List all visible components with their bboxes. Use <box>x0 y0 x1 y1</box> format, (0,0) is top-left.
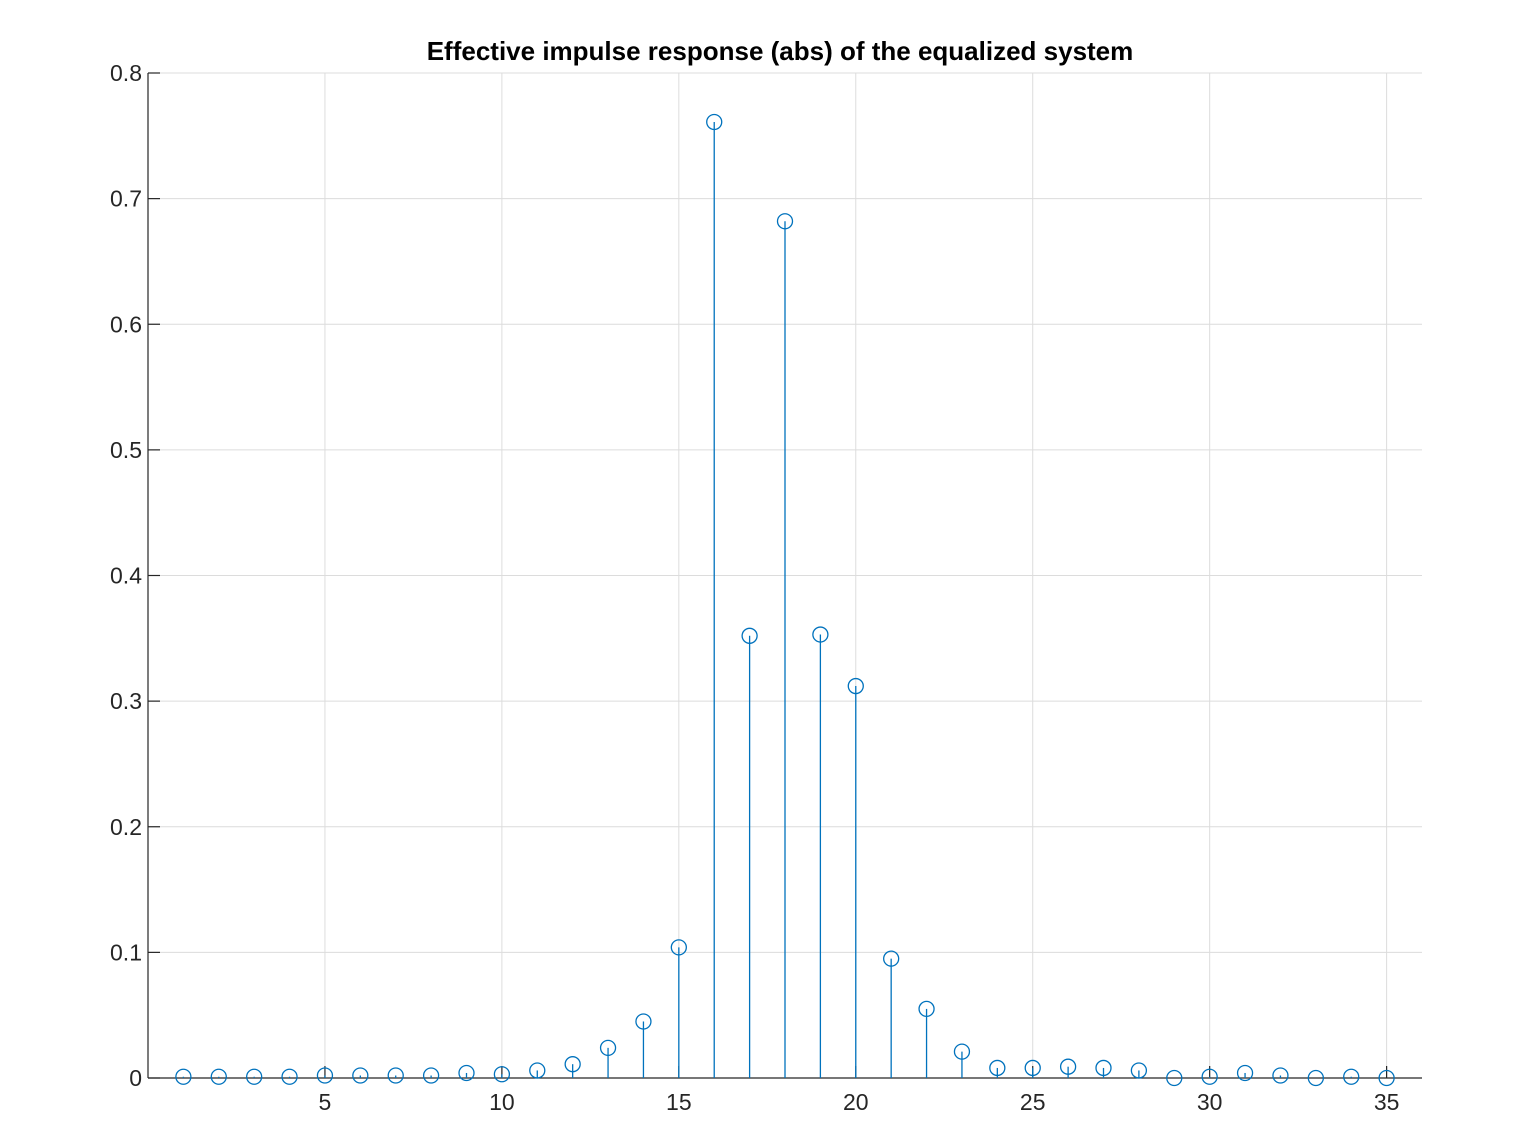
stem-marker <box>706 113 723 131</box>
stem-marker <box>847 677 864 695</box>
stem-marker <box>493 1066 511 1083</box>
stem-marker <box>599 1039 617 1056</box>
stem-marker <box>422 1067 440 1084</box>
stem-marker <box>175 1068 192 1085</box>
stem-marker <box>529 1062 546 1079</box>
y-tick-label: 0.3 <box>110 688 142 714</box>
stem-marker <box>1059 1058 1077 1075</box>
stem-marker <box>281 1068 298 1085</box>
stem-marker <box>387 1067 404 1084</box>
y-tick-label: 0.5 <box>110 437 142 463</box>
stem-marker <box>458 1064 475 1082</box>
stem-marker <box>670 939 687 956</box>
stem-marker <box>953 1043 971 1060</box>
chart-title: Effective impulse response (abs) of the … <box>427 36 1134 66</box>
stem-marker <box>635 1013 652 1030</box>
y-tick-label: 0 <box>129 1065 142 1091</box>
stem-marker <box>1272 1067 1289 1084</box>
stem-marker <box>1236 1064 1254 1082</box>
x-tick-label: 5 <box>319 1089 332 1115</box>
stem-marker <box>741 627 758 644</box>
stem-marker <box>210 1068 227 1085</box>
x-tick-label: 30 <box>1197 1089 1223 1115</box>
stem-marker <box>1130 1062 1148 1079</box>
stem-marker <box>246 1068 263 1085</box>
stem-marker <box>1307 1069 1324 1087</box>
y-tick-label: 0.1 <box>110 939 142 965</box>
x-tick-label: 20 <box>843 1089 869 1115</box>
x-tick-label: 15 <box>666 1089 692 1115</box>
y-axis-ticks: 0 0.1 0.2 0.3 0.4 0.5 0.6 0.7 0.8 <box>110 60 160 1091</box>
stem-marker <box>883 950 900 967</box>
stem-marker <box>1095 1059 1112 1077</box>
y-tick-label: 0.8 <box>110 60 142 86</box>
x-tick-label: 35 <box>1374 1089 1400 1115</box>
stem-marker <box>776 213 794 230</box>
x-tick-label: 25 <box>1020 1089 1046 1115</box>
stem-marker <box>352 1067 369 1084</box>
stem-marker <box>989 1059 1006 1077</box>
stem-marker <box>1201 1068 1218 1085</box>
stem-marker <box>316 1067 334 1084</box>
stem-marker <box>1024 1059 1041 1077</box>
stem-marker <box>564 1056 581 1073</box>
stem-marker <box>1166 1069 1183 1087</box>
stem-marker <box>812 626 829 643</box>
stem-series <box>175 113 1395 1087</box>
stem-marker <box>1343 1068 1360 1085</box>
y-tick-label: 0.7 <box>110 186 142 212</box>
y-tick-label: 0.2 <box>110 814 142 840</box>
x-tick-label: 10 <box>489 1089 515 1115</box>
stem-marker <box>1378 1069 1395 1087</box>
x-axis-ticks: 5 10 15 20 25 30 35 <box>319 1066 1400 1115</box>
y-tick-label: 0.6 <box>110 311 142 337</box>
y-tick-label: 0.4 <box>110 563 142 589</box>
stem-marker <box>918 1000 935 1018</box>
